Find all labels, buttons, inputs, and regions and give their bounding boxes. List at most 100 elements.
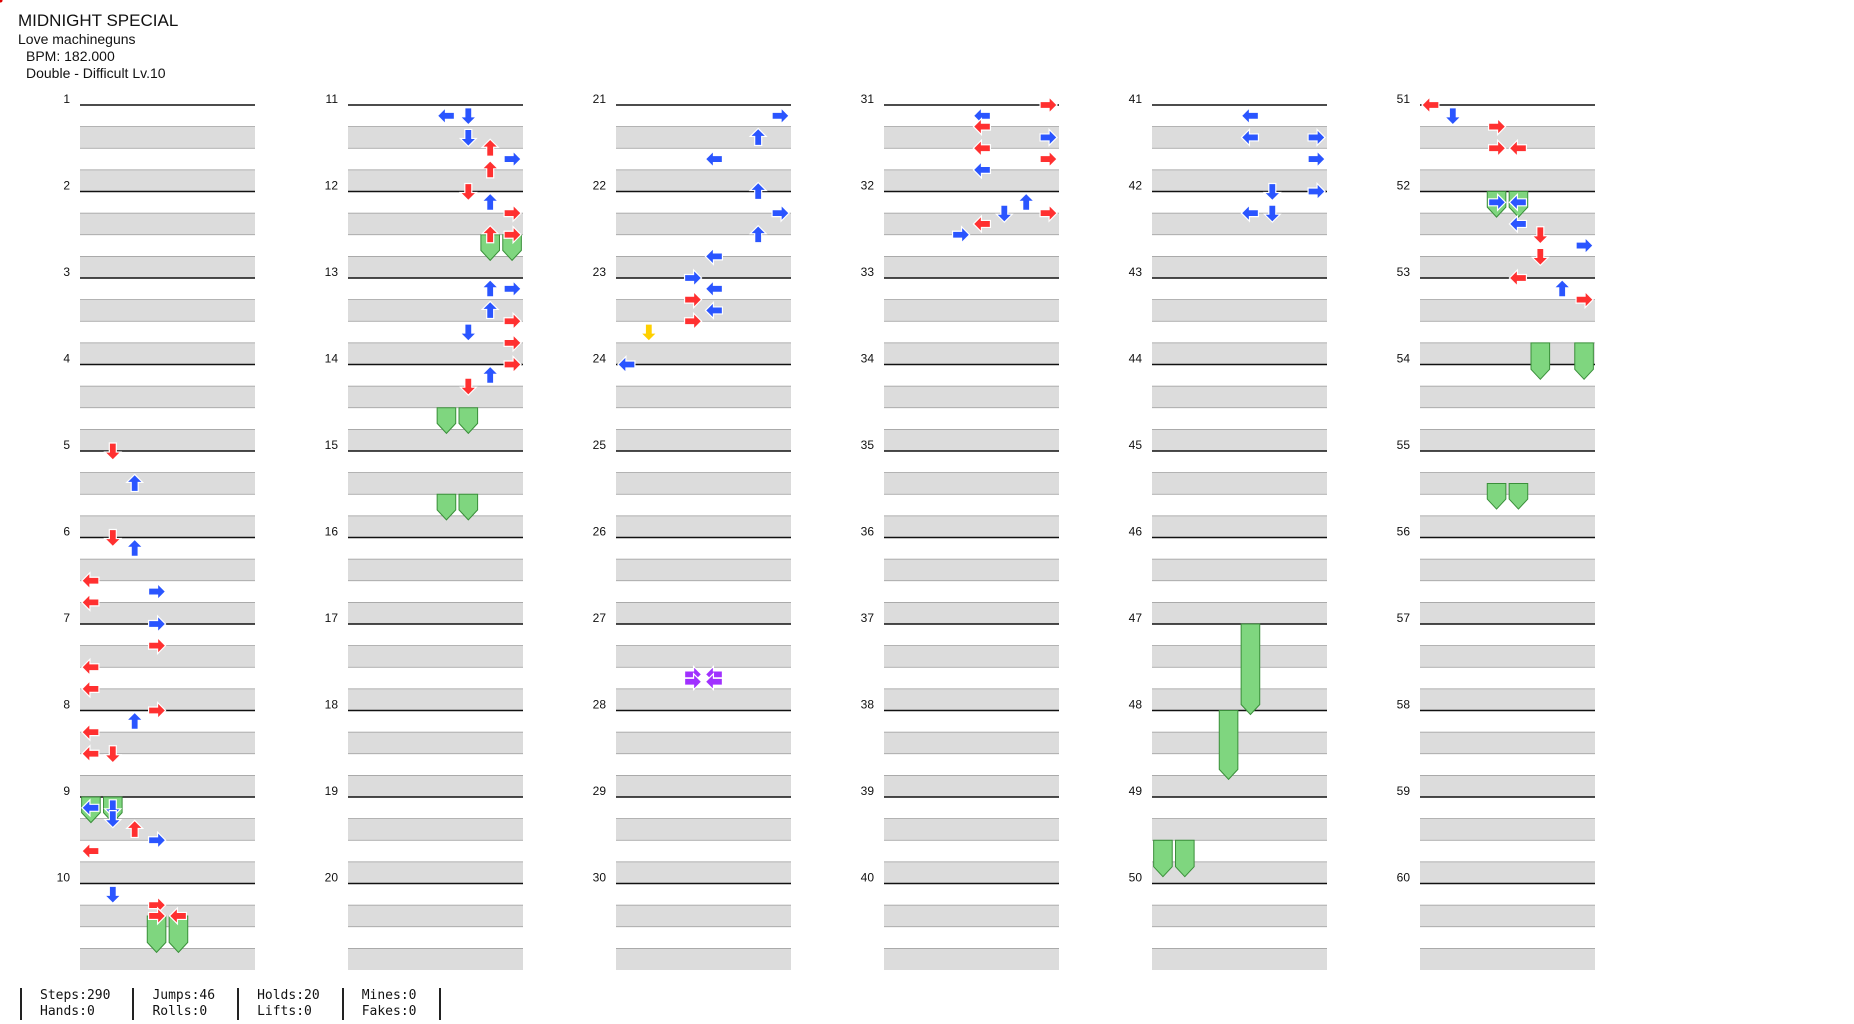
measure-number: 29 <box>593 784 607 798</box>
step-arrow-shape <box>1421 95 1440 115</box>
step-arrow <box>1552 278 1572 298</box>
step-arrow-shape <box>480 224 500 244</box>
chart-stats: Steps:290 Hands:0 Jumps:46 Rolls:0 Holds… <box>20 988 441 1020</box>
beat-band <box>884 429 1059 451</box>
step-arrow-shape <box>125 819 145 839</box>
measure-number: 51 <box>1397 92 1411 106</box>
measure-number: 5 <box>63 438 70 452</box>
beat-band <box>1152 948 1327 970</box>
step-arrow-shape <box>972 160 992 180</box>
beat-band <box>616 905 791 927</box>
step-arrow <box>1262 204 1282 223</box>
beat-band <box>1420 559 1595 581</box>
measure-number: 20 <box>325 871 339 885</box>
measure-number: 37 <box>861 611 875 625</box>
beat-band <box>348 386 523 408</box>
step-arrow-shape <box>1487 192 1507 212</box>
beat-band <box>80 688 255 711</box>
beat-band <box>348 515 523 538</box>
step-arrow-shape <box>81 657 100 677</box>
step-arrow <box>1575 236 1594 256</box>
step-arrow <box>1039 203 1058 223</box>
beat-band <box>80 472 255 495</box>
beat-band <box>348 126 523 149</box>
step-arrow-shape <box>951 225 971 245</box>
step-arrow <box>103 885 123 905</box>
step-arrow-shape <box>147 614 167 634</box>
step-arrow <box>683 290 703 310</box>
step-arrow-shape <box>103 810 123 829</box>
step-arrow-shape <box>125 538 145 557</box>
step-arrow <box>147 614 167 634</box>
step-arrow-shape <box>1575 290 1594 310</box>
step-arrow <box>503 203 522 223</box>
step-arrow-shape <box>1530 247 1550 267</box>
beat-band <box>1420 645 1595 668</box>
measure-number: 18 <box>325 698 339 712</box>
measure-number: 24 <box>593 352 607 366</box>
hold-note <box>436 493 457 521</box>
step-arrow <box>1421 95 1440 115</box>
step-arrow-shape <box>1240 203 1260 223</box>
step-arrow-shape <box>480 192 500 211</box>
step-arrow <box>617 355 636 374</box>
step-arrow <box>704 149 724 169</box>
measure-number: 55 <box>1397 438 1411 452</box>
beat-band <box>348 213 523 235</box>
beat-band <box>348 256 523 278</box>
measure-number: 42 <box>1129 179 1143 193</box>
step-arrow-shape <box>704 149 724 169</box>
measure-number: 3 <box>63 265 70 279</box>
step-arrow <box>972 138 992 158</box>
beat-band <box>616 169 791 192</box>
beat-band <box>348 559 523 581</box>
step-arrow-shape <box>1443 107 1463 126</box>
step-arrow-shape <box>503 311 522 331</box>
step-arrow-shape <box>683 311 703 331</box>
beat-band <box>348 472 523 495</box>
measure-number: 43 <box>1129 265 1143 279</box>
step-arrow-shape <box>1307 127 1326 147</box>
step-arrow-shape <box>1575 236 1594 256</box>
beat-band <box>884 256 1059 278</box>
step-arrow-shape <box>503 149 522 169</box>
beat-band <box>884 299 1059 322</box>
step-arrow <box>1039 127 1058 147</box>
beat-band <box>884 905 1059 927</box>
step-arrow <box>972 117 992 137</box>
measure-number: 17 <box>325 611 339 625</box>
beat-band <box>1420 688 1595 711</box>
step-arrow <box>1262 182 1282 202</box>
beat-band <box>80 861 255 884</box>
step-arrow-shape <box>81 841 100 861</box>
step-arrow <box>125 711 145 730</box>
step-arrow-shape <box>147 582 167 602</box>
beat-band <box>616 688 791 711</box>
beat-band <box>1420 905 1595 927</box>
step-arrow-shape <box>972 214 992 234</box>
step-arrow-shape <box>503 203 522 223</box>
stat-group-mines: Mines:0 Fakes:0 <box>341 988 441 1020</box>
beat-band <box>616 948 791 970</box>
mines-count: Mines:0 <box>361 988 417 1003</box>
step-arrow <box>125 473 145 493</box>
hands-count: Hands:0 <box>40 1004 95 1019</box>
measure-number: 57 <box>1397 611 1411 625</box>
beat-band <box>348 688 523 711</box>
measure-number: 16 <box>325 525 339 539</box>
step-arrow <box>458 323 478 342</box>
step-arrow <box>458 107 478 126</box>
step-arrow-shape <box>1039 149 1058 169</box>
beat-band <box>884 515 1059 538</box>
measure-number: 25 <box>593 438 607 452</box>
step-arrow <box>1508 214 1528 234</box>
step-arrow <box>1307 127 1326 147</box>
beat-band <box>1152 559 1327 581</box>
step-arrow <box>951 225 971 245</box>
beat-band <box>80 169 255 192</box>
beat-band <box>884 342 1059 365</box>
beat-band <box>1152 213 1327 235</box>
step-arrow-shape <box>704 300 724 320</box>
step-arrow-shape <box>1307 182 1326 201</box>
step-arrow-shape <box>458 323 478 342</box>
